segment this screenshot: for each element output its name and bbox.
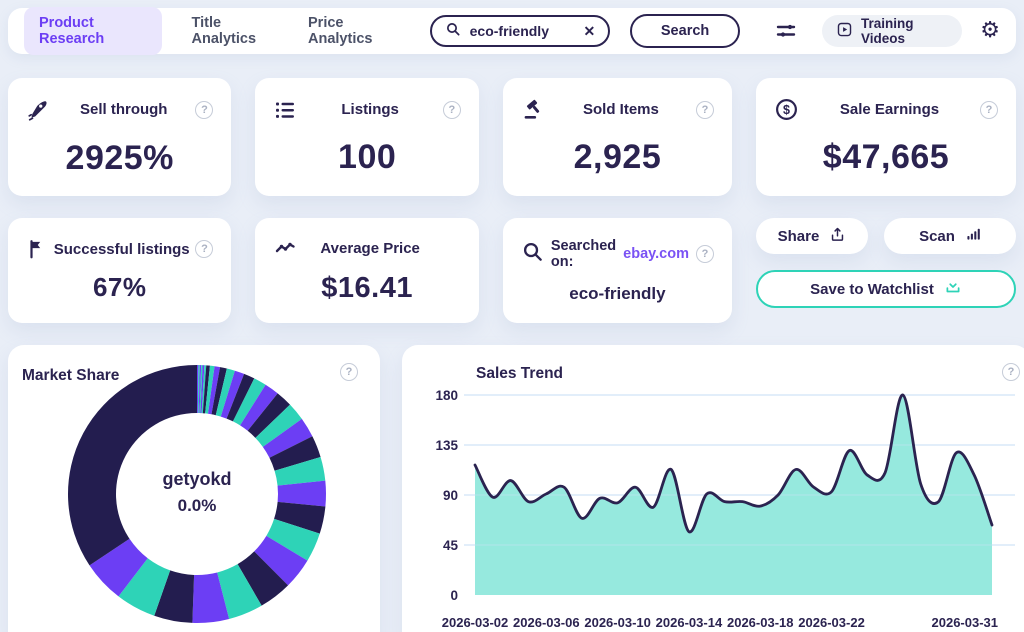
help-icon[interactable]: ? [340, 363, 358, 381]
help-icon[interactable]: ? [696, 100, 714, 119]
sales-trend-title: Sales Trend [476, 365, 564, 382]
tab-product-research[interactable]: Product Research [24, 7, 162, 55]
stat-value: 100 [338, 137, 397, 176]
market-share-card: Market Share ? getyokd 0.0% [8, 345, 380, 632]
svg-text:2026-03-31: 2026-03-31 [932, 615, 999, 630]
stat-card-searched-on: Searched on: ebay.com ? eco-friendly [502, 218, 732, 323]
stat-label: Sale Earnings [839, 101, 940, 118]
stat-label: Sold Items [583, 101, 659, 118]
help-icon[interactable]: ? [1002, 363, 1020, 381]
stat-value: 2925% [65, 138, 174, 177]
rocket-icon [26, 97, 52, 123]
stat-card-listings: Listings ? 100 [255, 78, 479, 196]
donut-seller-share: 0.0% [177, 495, 217, 515]
svg-text:2026-03-14: 2026-03-14 [656, 615, 723, 630]
stat-label: Average Price [320, 239, 420, 257]
searched-on-label: Searched on: [550, 237, 617, 270]
stat-label: Sell through [79, 101, 168, 118]
stat-value: 2,925 [573, 138, 662, 176]
stat-card-sold-items: Sold Items ? 2,925 [502, 78, 732, 196]
search-input-value: eco-friendly [469, 23, 549, 39]
trend-line-icon [273, 236, 297, 260]
help-icon[interactable]: ? [442, 100, 461, 119]
clear-search-icon[interactable]: ✕ [583, 22, 596, 39]
tab-title-analytics[interactable]: Title Analytics [191, 15, 257, 47]
share-button[interactable]: Share [756, 218, 868, 254]
svg-text:45: 45 [443, 538, 459, 553]
sales-trend-area-chart: 0 45 90 135 180 2026-03-02 2026-03-06 2026-03-1… [435, 388, 1015, 630]
save-watchlist-icon [944, 278, 962, 300]
searched-keyword: eco-friendly [569, 283, 666, 303]
dollar-circle-icon: $ [774, 97, 799, 122]
play-video-icon [836, 21, 853, 41]
save-to-watchlist-button[interactable]: Save to Watchlist [756, 270, 1016, 308]
stat-card-successful-listings: Successful listings ? 67% [8, 218, 232, 323]
svg-text:2026-03-18: 2026-03-18 [727, 615, 794, 630]
svg-text:$: $ [783, 103, 790, 117]
save-to-watchlist-label: Save to Watchlist [810, 280, 934, 298]
filters-sliders-icon[interactable] [774, 19, 798, 43]
search-icon [445, 21, 461, 42]
svg-text:2026-03-02: 2026-03-02 [442, 615, 509, 630]
help-icon[interactable]: ? [980, 100, 998, 119]
market-share-donut-chart [68, 365, 326, 623]
svg-text:90: 90 [443, 488, 458, 503]
training-videos-label: Training Videos [860, 16, 914, 46]
svg-text:2026-03-22: 2026-03-22 [798, 615, 865, 630]
stat-value: $16.41 [321, 272, 413, 304]
stat-card-average-price: Average Price $16.41 [255, 218, 479, 323]
top-navigation-bar: Product Research Title Analytics Price A… [8, 7, 1016, 55]
actions-panel: Share Scan [756, 218, 1016, 323]
stat-value: $47,665 [822, 138, 950, 176]
svg-text:135: 135 [435, 438, 458, 453]
stat-label: Successful listings [53, 240, 190, 258]
donut-seller-name: getyokd [162, 468, 232, 489]
gavel-icon [521, 97, 546, 122]
search-icon [521, 240, 544, 268]
stat-card-sale-earnings: $ Sale Earnings ? $47,665 [756, 78, 1016, 196]
stat-label: Listings [341, 101, 399, 118]
list-icon [273, 98, 297, 122]
search-button[interactable]: Search [630, 14, 740, 48]
stats-grid: Sell through ? 2925% Listings ? 100 [8, 78, 1016, 323]
sales-trend-card: Sales Trend ? 0 45 90 135 180 2026-03-02 2026-… [402, 345, 1024, 632]
donut-center-label: getyokd 0.0% [162, 466, 231, 519]
svg-text:0: 0 [450, 588, 458, 603]
svg-text:180: 180 [435, 388, 458, 403]
help-icon[interactable]: ? [195, 240, 214, 258]
help-icon[interactable]: ? [195, 100, 214, 119]
stat-value: 67% [92, 272, 147, 302]
flag-icon [26, 238, 48, 260]
training-videos-button[interactable]: Training Videos [821, 15, 963, 47]
settings-gear-icon[interactable]: ⚙ [980, 18, 1000, 43]
share-button-label: Share [777, 227, 820, 245]
share-upload-icon [829, 226, 846, 247]
main-nav: Product Research Title Analytics Price A… [24, 7, 400, 55]
svg-text:2026-03-10: 2026-03-10 [584, 615, 651, 630]
search-input[interactable]: eco-friendly ✕ [429, 15, 611, 47]
scan-button[interactable]: Scan [884, 218, 1016, 254]
scan-bars-icon [965, 226, 981, 246]
scan-button-label: Scan [919, 227, 955, 245]
searched-site-link[interactable]: ebay.com [623, 245, 689, 262]
help-icon[interactable]: ? [696, 244, 714, 263]
market-share-title: Market Share [22, 367, 120, 384]
svg-text:2026-03-06: 2026-03-06 [513, 615, 580, 630]
stat-card-sell-through: Sell through ? 2925% [8, 78, 232, 196]
tab-price-analytics[interactable]: Price Analytics [308, 15, 373, 47]
